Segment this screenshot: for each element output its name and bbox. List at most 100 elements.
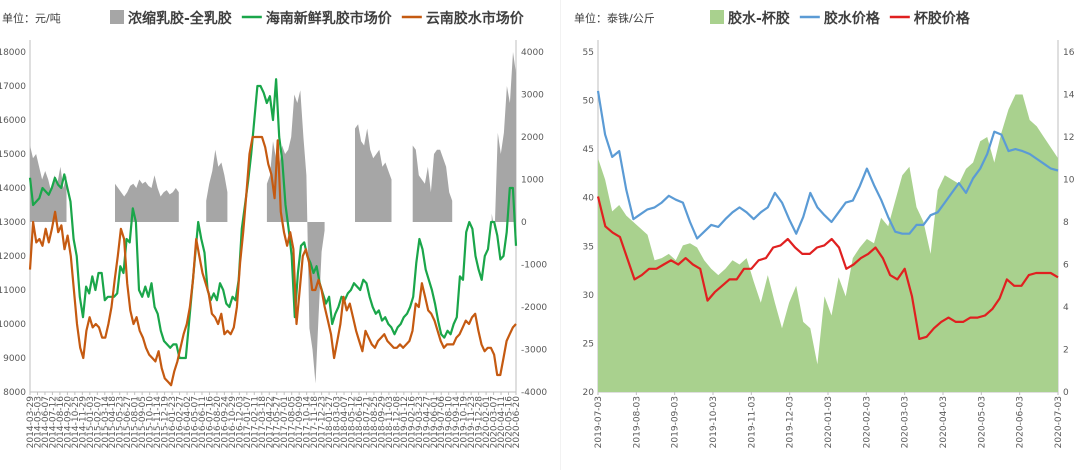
x-tick-label: 2017-12-23: [318, 396, 328, 448]
area-spread-segment: [491, 52, 516, 231]
y2-tick-label: 2: [1063, 346, 1069, 356]
x-tick-label: 2019-12-03: [786, 396, 796, 448]
x-tick-label: 2017-03-18: [258, 396, 268, 449]
x-tick-label: 2017-04-22: [265, 396, 275, 448]
x-tick-label: 2020-02-01: [482, 396, 492, 448]
y2-tick-label: 16: [1063, 48, 1075, 58]
x-tick-label: 2015-09-05: [138, 396, 148, 448]
y-tick-label: 17000: [0, 82, 26, 92]
area-spread-segment: [355, 124, 392, 222]
x-tick-label: 2016-05-07: [190, 396, 200, 448]
y2-tick-label: 12: [1063, 133, 1074, 143]
x-tick-label: 2016-12-03: [235, 396, 245, 448]
x-tick-label: 2017-08-05: [288, 396, 298, 448]
y2-tick-label: 2000: [521, 133, 544, 143]
x-tick-label: 2020-02-03: [862, 396, 872, 448]
x-tick-label: 2019-08-03: [632, 396, 642, 448]
y-tick-label: 8000: [3, 388, 26, 398]
x-tick-label: 2019-09-03: [671, 396, 681, 448]
x-tick-label: 2020-06-03: [1016, 396, 1026, 448]
y-tick-label: 40: [583, 194, 595, 204]
y-tick-label: 20: [583, 388, 595, 398]
x-tick-label: 2017-09-09: [295, 396, 305, 449]
x-tick-label: 2014-09-20: [63, 396, 73, 449]
y2-tick-label: -4000: [521, 388, 547, 398]
area-spread-segment: [412, 145, 453, 222]
x-tick-label: 2018-05-12: [348, 396, 358, 448]
x-tick-label: 2019-06-01: [430, 396, 440, 448]
x-tick-label: 2019-08-10: [445, 396, 455, 449]
x-tick-label: 2015-04-18: [108, 396, 118, 449]
y-tick-label: 45: [583, 145, 594, 155]
line-hainan: [28, 78, 518, 360]
x-tick-label: 2016-08-20: [213, 396, 223, 449]
line-cup: [596, 196, 1059, 340]
x-tick-label: 2020-06-20: [512, 396, 522, 449]
x-tick-label: 2020-04-03: [939, 396, 949, 448]
chart-divider: [560, 0, 561, 470]
x-tick-label: 2018-09-29: [377, 396, 387, 449]
line-latex: [596, 90, 1059, 240]
x-tick-label: 2019-11-23: [467, 396, 477, 448]
x-tick-label: 2018-01-27: [325, 396, 335, 448]
y2-tick-label: 8: [1063, 218, 1069, 228]
left-chart: 单位：元/吨 浓缩乳胶-全乳胶 海南新鲜乳胶市场价 云南胶水市场价 8000 9000 10…: [0, 10, 547, 449]
x-tick-label: 2016-10-29: [228, 396, 238, 449]
x-tick-label: 2017-02-11: [250, 396, 260, 448]
y-tick-label: 9000: [3, 354, 26, 364]
x-tick-label: 2018-07-21: [362, 396, 372, 448]
x-tick-label: 2019-07-06: [437, 396, 447, 449]
y2-tick-label: 3000: [521, 91, 544, 101]
x-tick-label: 2020-01-03: [824, 396, 834, 448]
legend-label-hainan: 海南新鲜乳胶市场价: [266, 10, 393, 27]
y2-tick-label: 14: [1063, 91, 1075, 101]
y2-tick-label: 1000: [521, 176, 544, 186]
x-tick-label: 2018-04-07: [340, 396, 350, 448]
x-tick-label: 2019-10-03: [709, 396, 719, 448]
x-tick-label: 2018-11-03: [385, 396, 395, 448]
x-tick-label: 2015-05-23: [116, 396, 126, 448]
legend-swatch-spread: [710, 10, 724, 24]
x-tick-label: 2019-01-12: [400, 396, 410, 448]
y-tick-label: 13000: [0, 218, 26, 228]
x-tick-label: 2020-03-07: [490, 396, 500, 448]
y2-tick-label: -2000: [521, 303, 547, 313]
x-tick-label: 2015-03-14: [101, 396, 111, 449]
right-chart: 单位：泰铢/公斤 胶水-杯胶 胶水价格 杯胶价格 20 25 30 35 40 45 50 55 0 2 4…: [574, 10, 1075, 448]
y-tick-label: 12000: [0, 252, 26, 262]
x-tick-label: 2015-01-03: [86, 396, 96, 448]
x-tick-label: 2014-10-25: [71, 396, 81, 448]
y-tick-label: 50: [583, 97, 595, 107]
x-tick-label: 2020-05-03: [977, 396, 987, 448]
legend-label-spread: 胶水-杯胶: [728, 10, 790, 27]
x-tick-label: 2019-03-23: [415, 396, 425, 448]
x-tick-label: 2014-03-29: [26, 396, 36, 449]
y2-tick-label: 0: [521, 218, 527, 228]
x-tick-label: 2014-06-07: [41, 396, 51, 448]
unit-label: 单位：泰铢/公斤: [574, 11, 655, 25]
y-tick-label: 35: [583, 242, 594, 252]
x-tick-label: 2014-05-03: [33, 396, 43, 448]
x-tick-label: 2019-09-14: [452, 396, 462, 449]
x-tick-label: 2016-09-24: [220, 396, 230, 449]
x-tick-label: 2020-04-11: [497, 396, 507, 448]
x-tick-label: 2018-08-25: [370, 396, 380, 448]
legend-label-yunnan: 云南胶水市场价: [426, 10, 525, 27]
y-tick-label: 18000: [0, 48, 26, 58]
x-tick-label: 2016-01-23: [168, 396, 178, 448]
y2-tick-label: 0: [1063, 388, 1069, 398]
y-tick-label: 25: [583, 339, 594, 349]
x-tick-label: 2015-12-19: [161, 396, 171, 449]
x-tick-label: 2019-04-27: [422, 396, 432, 448]
x-tick-label: 2016-06-11: [198, 396, 208, 448]
x-tick-label: 2014-11-29: [78, 396, 88, 449]
x-tick-label: 2019-07-03: [594, 396, 604, 448]
x-tick-label: 2020-05-16: [505, 396, 515, 449]
y-tick-label: 30: [583, 291, 595, 301]
y2-tick-label: 10: [1063, 176, 1075, 186]
legend-label-cup: 杯胶价格: [914, 10, 971, 27]
y-tick-label: 16000: [0, 116, 26, 126]
x-tick-label: 2016-02-27: [176, 396, 186, 448]
y2-tick-label: 4: [1063, 303, 1069, 313]
y2-tick-label: -1000: [521, 261, 547, 271]
